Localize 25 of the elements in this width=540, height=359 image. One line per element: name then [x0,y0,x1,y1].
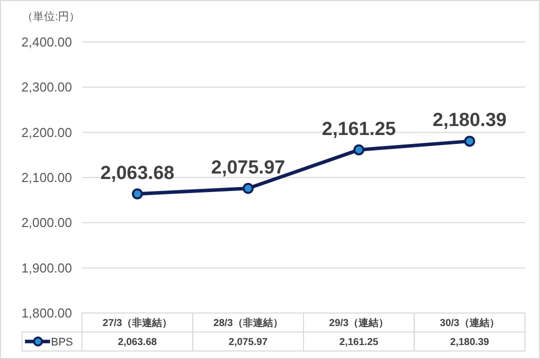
y-tick-label: 1,800.00 [21,306,72,321]
point [464,136,476,147]
point [132,188,143,200]
y-tick-label: 1,900.00 [21,260,72,276]
x-tick-label: 28/3（非連結） [213,317,283,329]
x-tick-label: 29/3（連結） [329,317,389,329]
data-label: 2,180.39 [450,337,490,348]
data-label: 2,075.97 [228,337,268,348]
y-axis-title: （単位:円） [22,11,80,23]
data-label: 2,161.25 [339,337,379,348]
data-label: 2,063.68 [118,337,158,348]
point [353,144,364,156]
y-tick-label: 2,400.00 [21,34,72,50]
y-tick-label: 2,200.00 [21,124,72,140]
text: 2,075.97 [211,157,286,178]
text: 2,161.25 [322,118,396,140]
x-tick-label: 30/3（連結） [440,317,500,329]
y-tick-label: 2,000.00 [21,215,72,230]
text: 2,180.39 [432,110,507,132]
y-tick-label: 2,100.00 [21,170,72,186]
point [242,182,254,194]
x-tick-label: 27/3（非連結） [102,317,172,329]
y-tick-label: 2,300.00 [21,80,72,95]
legend-label: BPS [51,336,74,348]
text: 2,063.68 [100,162,174,184]
